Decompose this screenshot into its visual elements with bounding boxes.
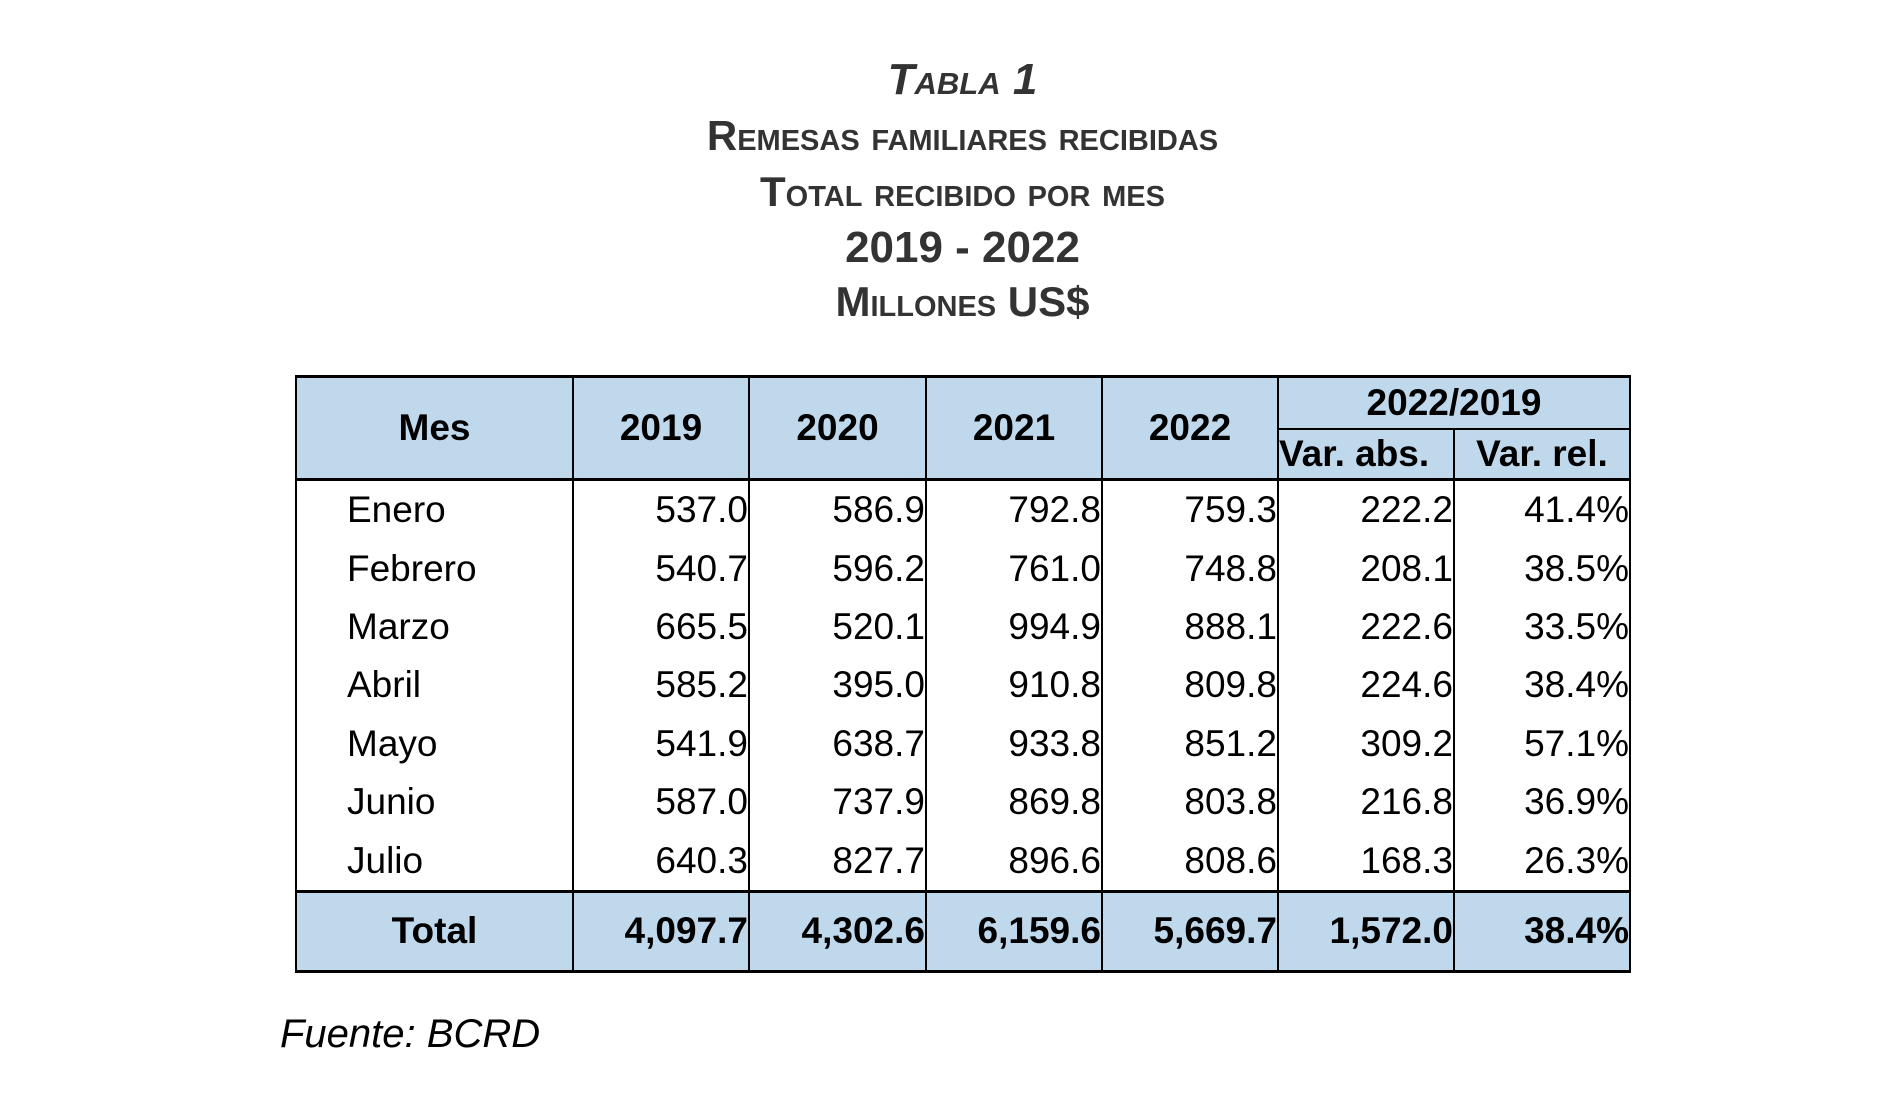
cell-month: Junio bbox=[295, 772, 574, 832]
total-row: Total 4,097.7 4,302.6 6,159.6 5,669.7 1,… bbox=[295, 889, 1631, 973]
cell-2022: 851.2 bbox=[1101, 714, 1279, 773]
header-2019: 2019 bbox=[572, 375, 750, 481]
cell-2019: 640.3 bbox=[572, 831, 750, 892]
cell-var-abs: 216.8 bbox=[1277, 772, 1455, 832]
cell-2022: 748.8 bbox=[1101, 539, 1279, 598]
cell-2021: 896.6 bbox=[925, 831, 1103, 892]
table-row: Abril 585.2 395.0 910.8 809.8 224.6 38.4… bbox=[295, 656, 1631, 715]
cell-2021: 869.8 bbox=[925, 772, 1103, 832]
total-2022: 5,669.7 bbox=[1101, 889, 1279, 973]
source-footnote: Fuente: BCRD bbox=[280, 1012, 541, 1056]
table-row: Junio 587.0 737.9 869.8 803.8 216.8 36.9… bbox=[295, 772, 1631, 832]
table-header: Mes 2019 2020 2021 2022 2022/2019 Var. a… bbox=[295, 375, 1631, 481]
total-2021: 6,159.6 bbox=[925, 889, 1103, 973]
cell-2022: 888.1 bbox=[1101, 597, 1279, 657]
total-2019: 4,097.7 bbox=[572, 889, 750, 973]
cell-var-abs: 309.2 bbox=[1277, 714, 1455, 773]
cell-var-abs: 224.6 bbox=[1277, 656, 1455, 715]
cell-var-rel: 26.3% bbox=[1453, 831, 1631, 892]
cell-var-rel: 38.5% bbox=[1453, 539, 1631, 598]
cell-2021: 933.8 bbox=[925, 714, 1103, 773]
header-month: Mes bbox=[295, 375, 574, 481]
table-title-block: Tabla 1 Remesas familiares recibidas Tot… bbox=[0, 52, 1890, 328]
cell-2019: 665.5 bbox=[572, 597, 750, 657]
cell-var-abs: 168.3 bbox=[1277, 831, 1455, 892]
cell-2022: 803.8 bbox=[1101, 772, 1279, 832]
table-body: Enero 537.0 586.9 792.8 759.3 222.2 41.4… bbox=[295, 479, 1631, 892]
cell-2022: 759.3 bbox=[1101, 479, 1279, 540]
cell-2019: 541.9 bbox=[572, 714, 750, 773]
table-row: Enero 537.0 586.9 792.8 759.3 222.2 41.4… bbox=[295, 479, 1631, 540]
cell-2021: 994.9 bbox=[925, 597, 1103, 657]
cell-var-abs: 222.6 bbox=[1277, 597, 1455, 657]
cell-month: Mayo bbox=[295, 714, 574, 773]
cell-var-rel: 41.4% bbox=[1453, 479, 1631, 540]
cell-month: Julio bbox=[295, 831, 574, 892]
cell-month: Enero bbox=[295, 479, 574, 540]
header-2022: 2022 bbox=[1101, 375, 1279, 481]
cell-var-rel: 57.1% bbox=[1453, 714, 1631, 773]
cell-var-abs: 222.2 bbox=[1277, 479, 1455, 540]
cell-2019: 585.2 bbox=[572, 656, 750, 715]
cell-var-rel: 33.5% bbox=[1453, 597, 1631, 657]
total-var-abs: 1,572.0 bbox=[1277, 889, 1455, 973]
table-number: Tabla 1 bbox=[887, 55, 1038, 104]
header-var-rel: Var. rel. bbox=[1453, 428, 1631, 481]
total-2020: 4,302.6 bbox=[748, 889, 927, 973]
remittances-table: Mes 2019 2020 2021 2022 2022/2019 Var. a… bbox=[295, 375, 1631, 973]
cell-2021: 910.8 bbox=[925, 656, 1103, 715]
header-2020: 2020 bbox=[748, 375, 927, 481]
table-period: 2019 - 2022 bbox=[845, 223, 1080, 272]
cell-2021: 761.0 bbox=[925, 539, 1103, 598]
cell-month: Marzo bbox=[295, 597, 574, 657]
total-var-rel: 38.4% bbox=[1453, 889, 1631, 973]
header-var-abs: Var. abs. bbox=[1277, 428, 1455, 481]
header-group-2022-2019: 2022/2019 bbox=[1277, 375, 1631, 430]
cell-2020: 638.7 bbox=[748, 714, 927, 773]
table-row: Julio 640.3 827.7 896.6 808.6 168.3 26.3… bbox=[295, 831, 1631, 892]
cell-2022: 808.6 bbox=[1101, 831, 1279, 892]
cell-var-abs: 208.1 bbox=[1277, 539, 1455, 598]
cell-var-rel: 36.9% bbox=[1453, 772, 1631, 832]
cell-2019: 537.0 bbox=[572, 479, 750, 540]
header-2021: 2021 bbox=[925, 375, 1103, 481]
total-label: Total bbox=[295, 889, 574, 973]
table-subtitle: Total recibido por mes bbox=[760, 168, 1165, 215]
table-title: Remesas familiares recibidas bbox=[706, 112, 1219, 159]
cell-2021: 792.8 bbox=[925, 479, 1103, 540]
cell-2020: 520.1 bbox=[748, 597, 927, 657]
cell-2019: 587.0 bbox=[572, 772, 750, 832]
table-row: Febrero 540.7 596.2 761.0 748.8 208.1 38… bbox=[295, 539, 1631, 598]
table-total: Total 4,097.7 4,302.6 6,159.6 5,669.7 1,… bbox=[295, 889, 1631, 973]
cell-2020: 737.9 bbox=[748, 772, 927, 832]
cell-month: Abril bbox=[295, 656, 574, 715]
cell-2020: 827.7 bbox=[748, 831, 927, 892]
cell-var-rel: 38.4% bbox=[1453, 656, 1631, 715]
cell-2022: 809.8 bbox=[1101, 656, 1279, 715]
cell-2020: 395.0 bbox=[748, 656, 927, 715]
cell-month: Febrero bbox=[295, 539, 574, 598]
table-row: Mayo 541.9 638.7 933.8 851.2 309.2 57.1% bbox=[295, 714, 1631, 773]
table-row: Marzo 665.5 520.1 994.9 888.1 222.6 33.5… bbox=[295, 597, 1631, 657]
table-units: Millones US$ bbox=[835, 278, 1090, 325]
cell-2020: 586.9 bbox=[748, 479, 927, 540]
cell-2020: 596.2 bbox=[748, 539, 927, 598]
cell-2019: 540.7 bbox=[572, 539, 750, 598]
